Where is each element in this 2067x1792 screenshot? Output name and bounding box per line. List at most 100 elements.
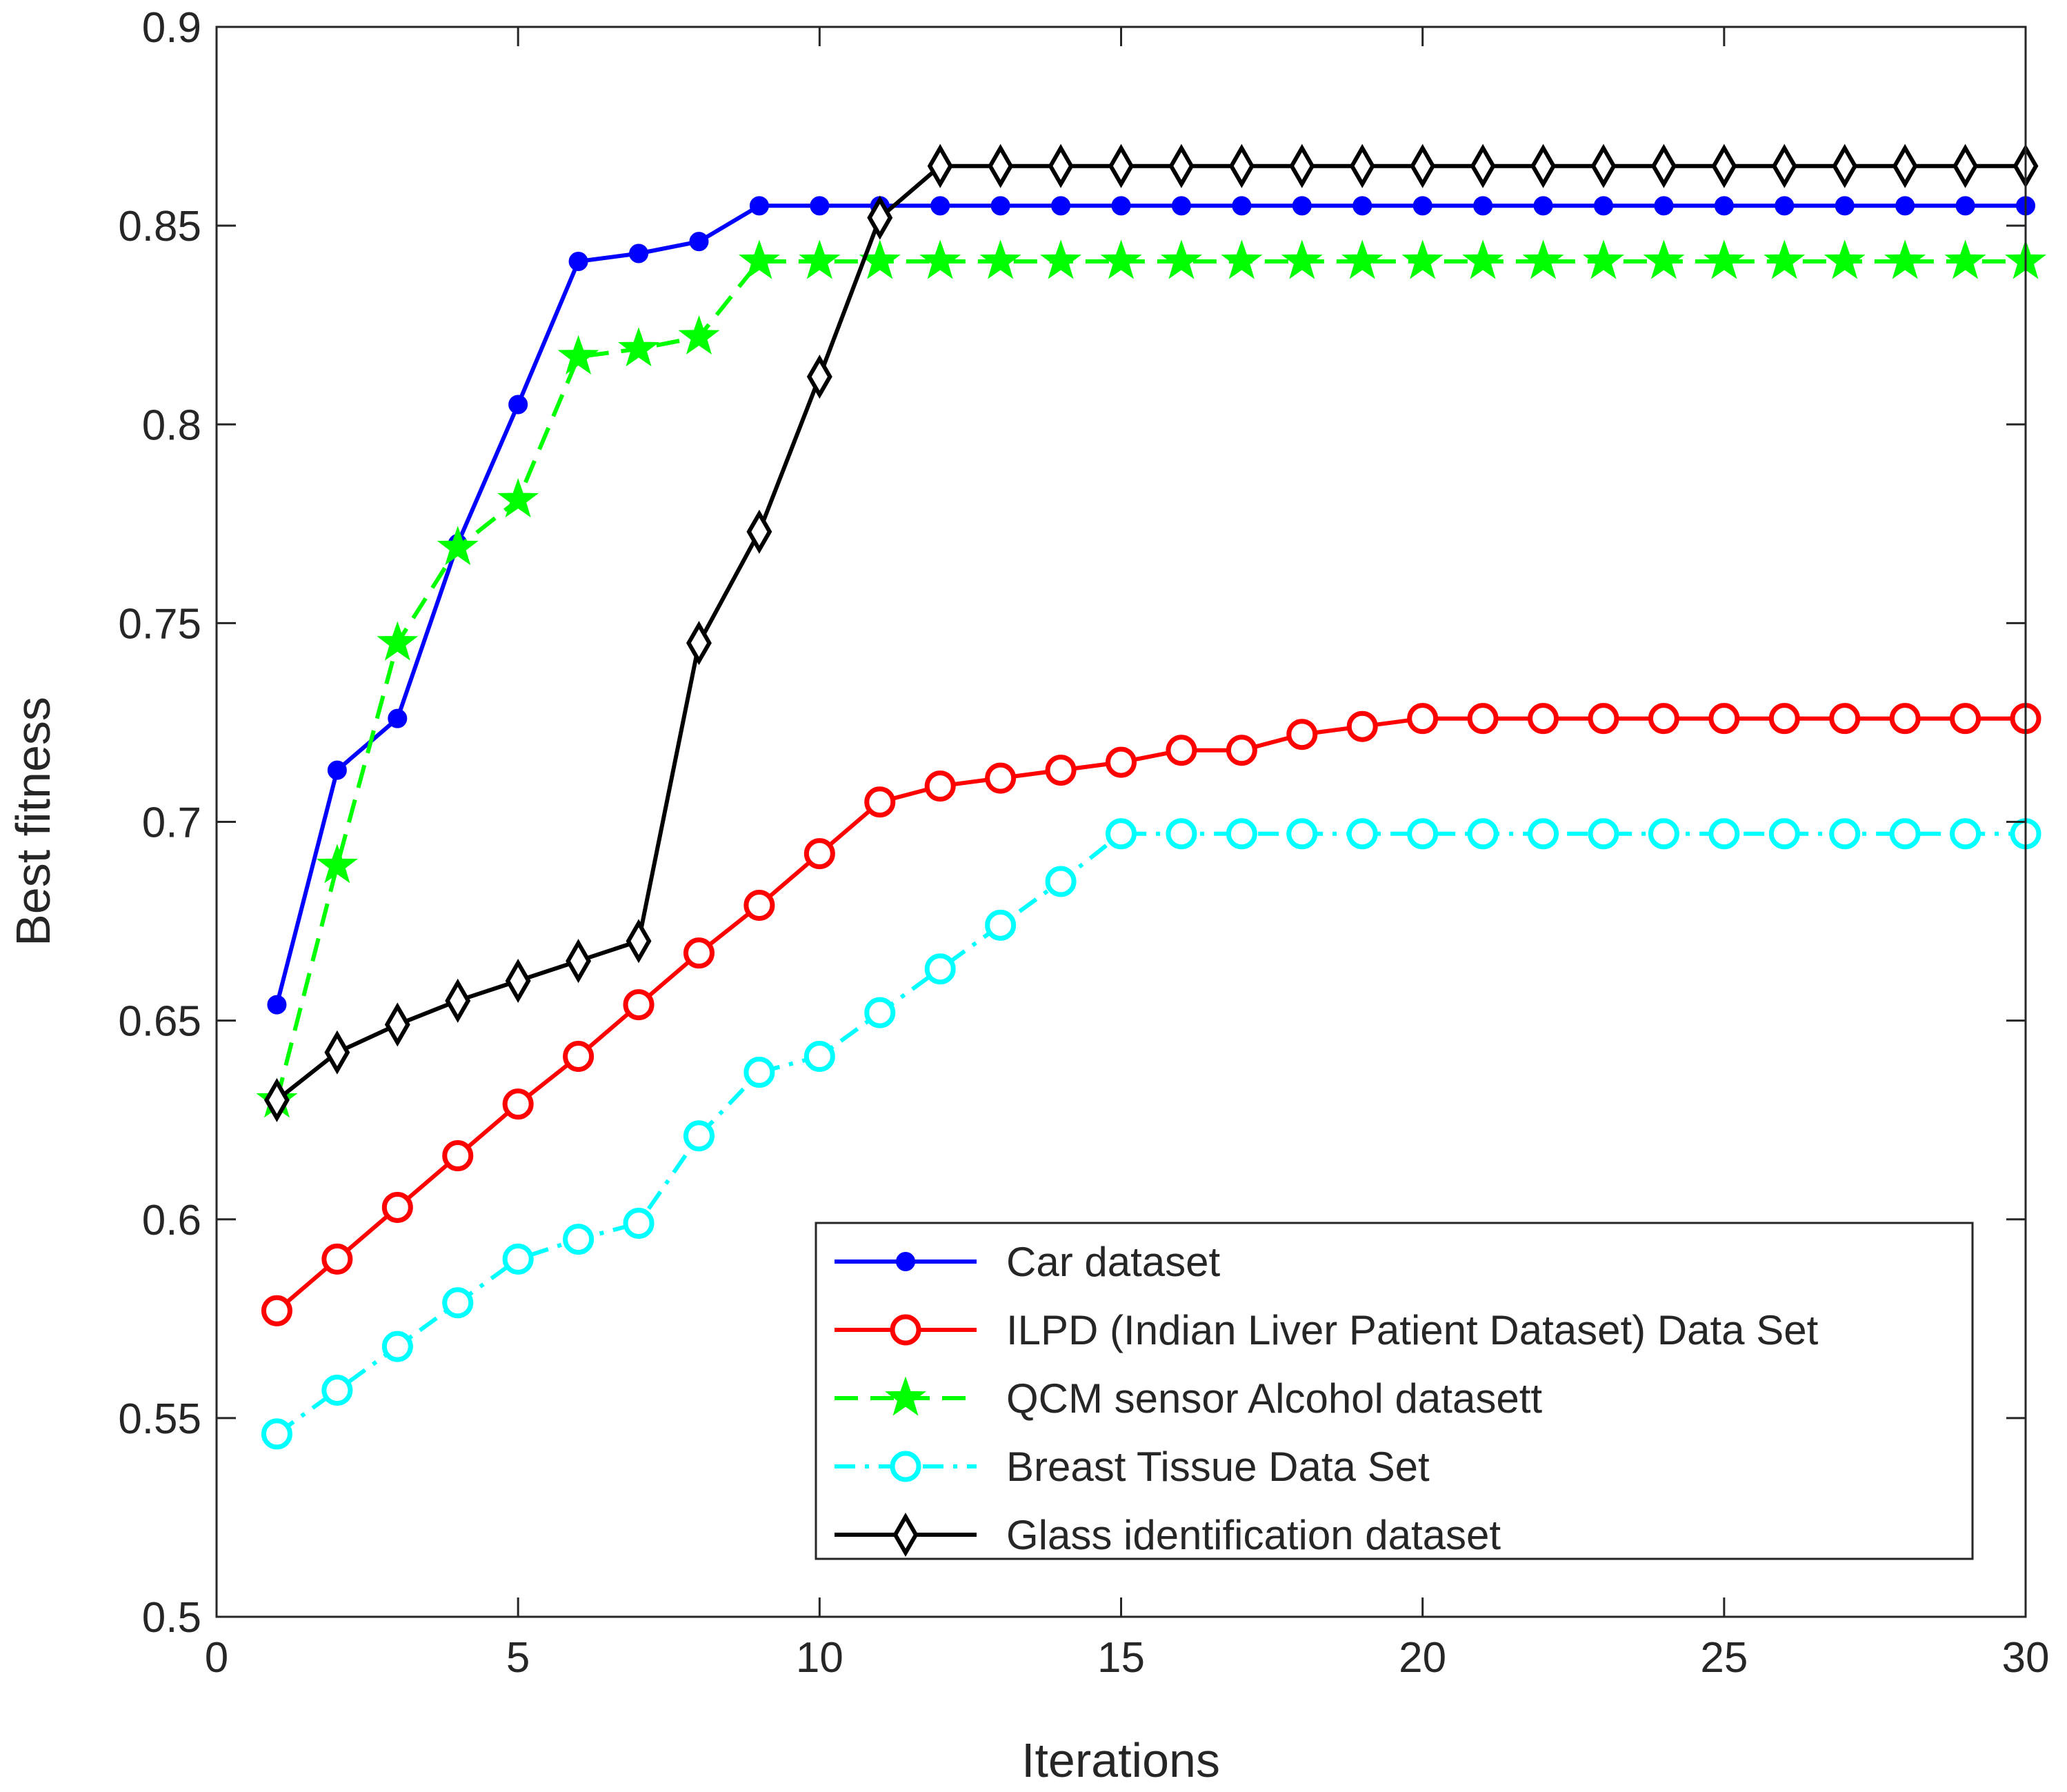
data-point xyxy=(1590,143,1617,188)
x-axis-label: Iterations xyxy=(1021,1733,1220,1787)
data-point xyxy=(1775,196,1795,216)
data-point xyxy=(1892,143,1918,188)
data-point xyxy=(799,239,841,279)
data-point xyxy=(683,1120,715,1152)
data-point xyxy=(803,838,835,870)
data-point xyxy=(508,395,528,415)
data-point xyxy=(1955,196,1975,216)
x-tick-label: 20 xyxy=(1399,1634,1446,1682)
data-point xyxy=(1522,239,1564,279)
data-point xyxy=(1708,818,1740,850)
data-point xyxy=(321,1375,353,1406)
data-point xyxy=(442,1287,474,1319)
data-point xyxy=(1643,239,1685,279)
legend-entry: ILPD (Indian Liver Patient Dataset) Data… xyxy=(835,1307,1819,1353)
data-point xyxy=(1168,143,1195,188)
data-point xyxy=(566,939,592,984)
x-tick-label: 5 xyxy=(506,1634,530,1682)
y-tick-label: 0.75 xyxy=(118,600,201,648)
legend-label: Car dataset xyxy=(1006,1239,1220,1285)
legend-entry: Glass identification dataset xyxy=(835,1512,1501,1558)
data-point xyxy=(1648,703,1679,735)
legend-marker xyxy=(885,1376,926,1416)
data-point xyxy=(1412,196,1432,216)
y-tick-label: 0.7 xyxy=(142,799,201,847)
data-point xyxy=(1771,143,1797,188)
data-point xyxy=(327,760,347,780)
data-point xyxy=(1352,196,1372,216)
data-point xyxy=(930,196,950,216)
data-point xyxy=(924,770,956,802)
data-point xyxy=(1528,818,1559,850)
data-point xyxy=(505,958,531,1004)
data-point xyxy=(864,997,896,1028)
data-point xyxy=(678,315,720,355)
data-point xyxy=(1166,735,1197,766)
data-point xyxy=(979,239,1021,279)
data-point xyxy=(990,196,1010,216)
data-point xyxy=(1166,818,1197,850)
data-point xyxy=(623,1208,655,1240)
legend-entry: QCM sensor Alcohol datasett xyxy=(835,1375,1542,1422)
data-point xyxy=(1410,143,1436,188)
data-point xyxy=(261,1295,292,1326)
data-point xyxy=(1889,818,1921,850)
data-point xyxy=(927,143,953,188)
data-point xyxy=(1944,239,1986,279)
data-point xyxy=(384,1002,410,1047)
data-point xyxy=(1832,143,1858,188)
data-point xyxy=(261,1418,292,1450)
series-4 xyxy=(261,818,2041,1450)
data-point xyxy=(1473,196,1493,216)
legend-label: Breast Tissue Data Set xyxy=(1006,1444,1430,1490)
data-point xyxy=(629,243,649,263)
ticks-layer: 0 5 10 15 20 25 30 0.5 0.55 0.6 0.65 0.7 0.75 0.8 0.85… xyxy=(118,4,2049,1682)
data-point xyxy=(1226,818,1257,850)
y-tick-label: 0.9 xyxy=(142,4,201,52)
data-point xyxy=(689,232,709,252)
series-line xyxy=(274,203,2026,1006)
data-point xyxy=(381,1191,413,1223)
data-point xyxy=(377,621,419,661)
data-point xyxy=(263,1077,290,1122)
data-point xyxy=(1588,703,1619,735)
series-5 xyxy=(263,143,2039,1122)
y-tick-label: 0.8 xyxy=(142,401,201,449)
data-point xyxy=(388,708,408,728)
data-point xyxy=(1045,755,1077,786)
data-point xyxy=(686,621,712,666)
data-point xyxy=(557,335,599,375)
data-point xyxy=(623,989,655,1021)
data-point xyxy=(1467,703,1499,735)
data-point xyxy=(864,786,896,818)
legend-marker xyxy=(890,1314,921,1346)
data-point xyxy=(1582,239,1624,279)
data-point xyxy=(1703,239,1745,279)
data-point xyxy=(1040,239,1082,279)
data-point xyxy=(1286,719,1318,750)
data-point xyxy=(1530,143,1556,188)
data-point xyxy=(1106,746,1137,778)
series-2 xyxy=(261,703,2041,1326)
data-point xyxy=(749,196,769,216)
legend-label: QCM sensor Alcohol datasett xyxy=(1006,1375,1542,1422)
data-point xyxy=(1407,703,1439,735)
data-point xyxy=(738,239,780,279)
data-point xyxy=(988,143,1014,188)
data-point xyxy=(1768,703,1800,735)
data-point xyxy=(1349,143,1375,188)
data-point xyxy=(1650,143,1677,188)
legend-marker xyxy=(892,1512,919,1557)
data-point xyxy=(1289,143,1315,188)
data-point xyxy=(267,995,287,1015)
data-point xyxy=(1106,818,1137,850)
data-point xyxy=(1048,143,1074,188)
y-tick-label: 0.65 xyxy=(118,998,201,1046)
data-point xyxy=(803,1040,835,1072)
legend-entry: Breast Tissue Data Set xyxy=(835,1444,1430,1490)
data-point xyxy=(1884,239,1926,279)
data-point xyxy=(985,909,1017,941)
data-point xyxy=(1286,818,1318,850)
data-point xyxy=(1533,196,1553,216)
